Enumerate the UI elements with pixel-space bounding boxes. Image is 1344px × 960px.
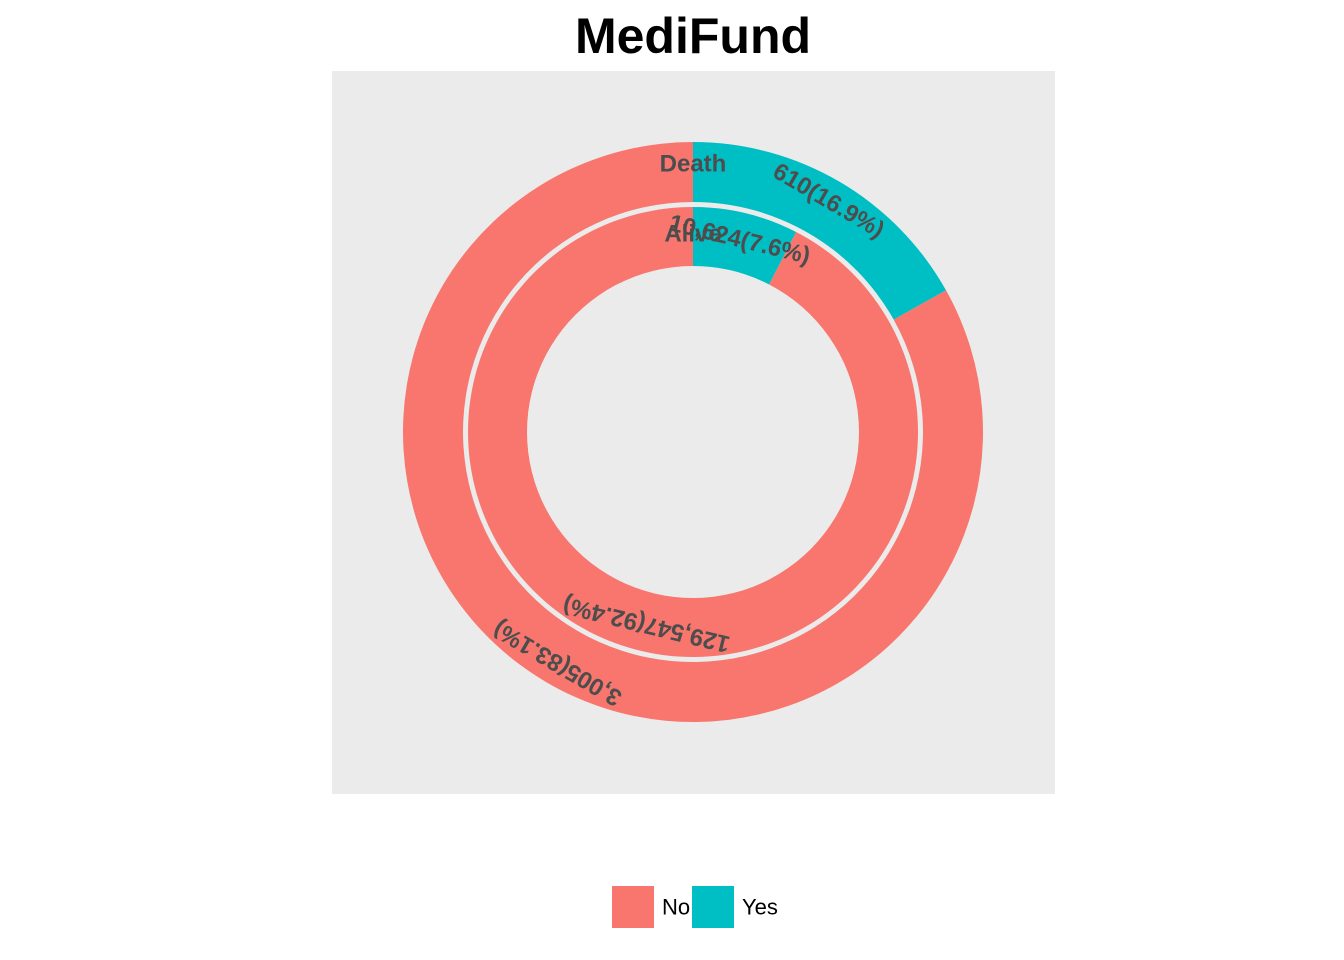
legend-key-yes xyxy=(692,886,734,928)
chart-title: MediFund xyxy=(575,8,811,64)
outer-ring-name-label: Death xyxy=(660,151,727,178)
legend-item-no: No xyxy=(612,886,690,928)
inner-ring-name-label: Alive xyxy=(664,221,721,248)
legend-label-no: No xyxy=(662,895,690,920)
legend-key-no xyxy=(612,886,654,928)
legend-label-yes: Yes xyxy=(742,895,778,920)
outer-ring-slice-yes xyxy=(693,142,947,320)
legend-item-yes: Yes xyxy=(692,886,778,928)
rings-layer xyxy=(403,142,984,722)
inner-ring-slice-yes xyxy=(693,207,797,285)
legend: No Yes xyxy=(612,886,778,928)
